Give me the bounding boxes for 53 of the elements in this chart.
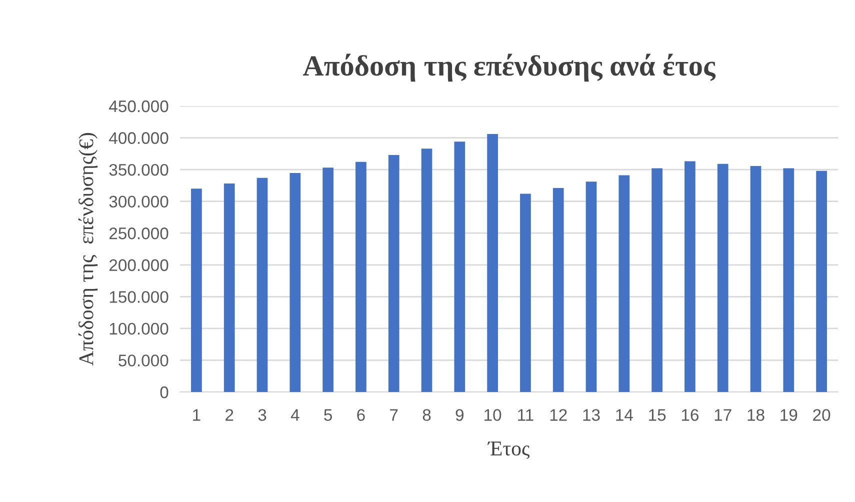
bar bbox=[388, 154, 400, 392]
x-tick-label: 8 bbox=[422, 409, 431, 421]
x-tick-label: 1 bbox=[193, 409, 200, 421]
x-tick-label: 18 bbox=[748, 409, 764, 421]
y-tick-label: 450.000 bbox=[109, 100, 168, 112]
bar bbox=[256, 178, 268, 392]
y-tick-label: 350.000 bbox=[109, 164, 168, 176]
bar bbox=[618, 175, 630, 392]
x-tick-label: 13 bbox=[583, 409, 600, 421]
y-tick-label: 300.000 bbox=[109, 196, 168, 208]
chart-title: Απόδοση της επένδυσης ανά έτος bbox=[303, 54, 716, 82]
bar bbox=[586, 182, 597, 392]
bar bbox=[652, 168, 662, 392]
bar bbox=[750, 166, 762, 392]
x-tick-label: 2 bbox=[226, 409, 234, 421]
x-tick-label: 11 bbox=[518, 409, 534, 421]
y-tick-label: 200.000 bbox=[109, 259, 168, 272]
bar bbox=[684, 161, 696, 392]
x-tick-label: 9 bbox=[456, 409, 464, 421]
bar bbox=[290, 173, 301, 392]
bar bbox=[191, 188, 202, 392]
x-tick-label: 4 bbox=[290, 409, 300, 421]
x-tick-label: 6 bbox=[357, 409, 365, 421]
bar bbox=[487, 134, 498, 392]
x-axis-title: Έτος bbox=[488, 442, 530, 460]
x-tick-label: 10 bbox=[484, 409, 502, 421]
bar bbox=[421, 148, 432, 392]
y-tick-label: 250.000 bbox=[109, 228, 168, 240]
bar bbox=[356, 162, 366, 392]
x-tick-label: 20 bbox=[813, 409, 830, 421]
y-axis-title: Απόδοση της επένδυσης(€) bbox=[78, 133, 98, 366]
x-tick-label: 7 bbox=[390, 409, 398, 421]
x-tick-label: 3 bbox=[258, 409, 266, 421]
bar bbox=[717, 164, 728, 392]
y-tick-label: 100.000 bbox=[110, 322, 168, 335]
x-tick-label: 17 bbox=[714, 409, 732, 421]
y-tick-label: 400.000 bbox=[109, 132, 168, 144]
bar bbox=[224, 184, 235, 392]
bar bbox=[454, 142, 466, 392]
x-tick-label: 15 bbox=[649, 409, 666, 421]
x-tick-label: 5 bbox=[324, 409, 332, 421]
bar bbox=[783, 168, 794, 392]
x-tick-label: 16 bbox=[682, 409, 698, 421]
y-tick-label: 0 bbox=[160, 386, 168, 398]
bar bbox=[520, 194, 531, 392]
bar bbox=[816, 170, 827, 392]
x-tick-label: 19 bbox=[780, 409, 798, 421]
y-tick-label: 150.000 bbox=[110, 291, 168, 303]
x-tick-label: 12 bbox=[550, 409, 567, 421]
bar bbox=[552, 188, 564, 392]
x-tick-label: 14 bbox=[616, 409, 633, 421]
bar bbox=[322, 168, 334, 392]
y-tick-label: 50.000 bbox=[118, 354, 168, 366]
